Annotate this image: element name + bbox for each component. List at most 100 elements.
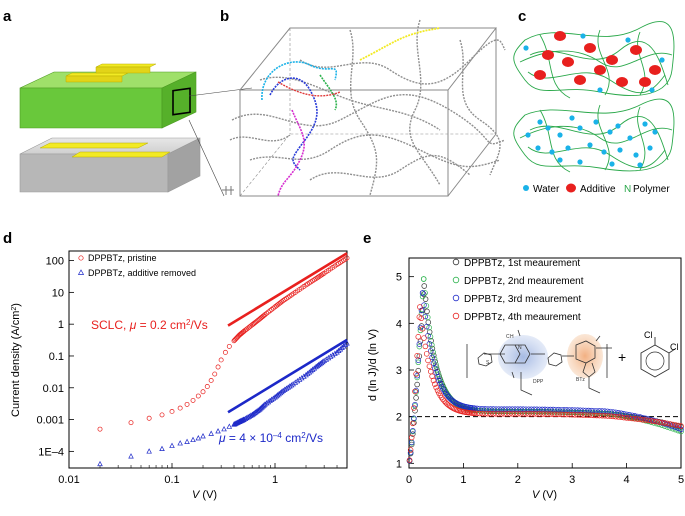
e-point-s1-15: [422, 290, 428, 296]
d-point-pristine-8: [195, 393, 201, 399]
dpp-highlight: [498, 335, 548, 379]
e-point-s3-78: [544, 411, 551, 417]
d-ytick-label-5: 10: [52, 287, 64, 299]
d-point-removed-92: [344, 340, 350, 346]
e-point-s3-1: [407, 447, 414, 453]
d-point-pristine-13: [215, 364, 221, 370]
d-xtick-label-0: 0.01: [58, 474, 79, 486]
e-point-s3-89: [574, 412, 581, 418]
e-point-s3-119: [656, 419, 662, 425]
d-point-pristine-95: [344, 255, 350, 261]
e-point-s1-19: [427, 334, 434, 340]
d-point-removed-69: [304, 370, 311, 376]
d-annotation-red: SCLC, μ = 0.2 cm2/Vs: [91, 318, 208, 333]
zoom-line-bottom: [188, 119, 225, 197]
dichlorobenzene-ring: [640, 344, 670, 378]
d-legend-marker-0: [78, 255, 84, 261]
e-point-s3-18: [428, 368, 434, 375]
e-point-s3-125: [672, 422, 679, 428]
e-legend-marker-0: [452, 258, 460, 266]
d-point-removed-83: [327, 353, 334, 359]
d-point-pristine-10: [204, 384, 210, 389]
d-point-removed-61: [288, 382, 295, 388]
e-legend-marker-3: [452, 312, 460, 320]
d-point-pristine-5: [177, 405, 183, 411]
d-point-removed-0: [97, 460, 103, 467]
e-point-s3-104: [615, 414, 622, 420]
d-point-removed-86: [334, 349, 340, 355]
d-point-removed-80: [321, 357, 327, 364]
e-point-s3-53: [476, 410, 483, 417]
d-xtick-label-2: 1: [272, 474, 278, 486]
d-ytick-label-3: 0.1: [49, 351, 64, 363]
chem-label-cl1: Cl: [644, 330, 653, 340]
d-point-pristine-16: [226, 343, 232, 349]
e-point-s3-103: [612, 413, 619, 420]
e-point-s3-87: [569, 411, 575, 418]
e-point-s1-123: [664, 424, 671, 430]
e-point-s3-120: [659, 419, 665, 426]
e-point-s3-105: [618, 414, 624, 420]
e-point-s3-109: [629, 415, 635, 422]
e-point-s3-64: [506, 411, 513, 417]
e-point-s3-116: [648, 418, 654, 424]
e-point-s2-24: [434, 374, 441, 380]
d-xlabel: V (V): [192, 489, 217, 501]
d-point-pristine-14: [218, 357, 224, 363]
d-point-pristine-82: [320, 271, 326, 277]
d-point-pristine-33: [246, 324, 252, 330]
e-point-s3-11: [418, 315, 424, 322]
e-point-s0-2: [408, 441, 415, 448]
e-point-s0-23: [433, 364, 440, 370]
e-legend-marker-1: [452, 276, 460, 284]
d-point-removed-71: [308, 367, 314, 374]
e-point-s3-110: [632, 416, 638, 422]
e-point-s3-77: [542, 411, 548, 417]
e-legend-label-1: DPPBTz, 2nd meaurement: [464, 276, 584, 287]
d-point-pristine-9: [200, 389, 206, 395]
e-point-s3-99: [602, 413, 608, 419]
e-point-s2-25: [436, 377, 442, 384]
e-point-s2-107: [621, 411, 627, 417]
e-point-s2-13: [419, 290, 426, 296]
e-point-s2-105: [615, 410, 622, 416]
e-point-s3-16: [425, 357, 431, 364]
d-ylabel: Current density (A/cm2): [10, 303, 22, 417]
e-point-s2-3: [410, 428, 416, 434]
zoom-line-top: [188, 87, 253, 97]
panel-label-c: c: [518, 8, 526, 25]
e-legend-label-2: DPPBTz, 3rd meaurement: [464, 294, 581, 305]
e-point-s3-66: [512, 411, 518, 417]
top-electrode-1-front: [65, 75, 123, 83]
chem-bonds: [466, 329, 612, 396]
d-point-removed-70: [306, 369, 313, 375]
e-point-s3-101: [607, 413, 614, 419]
e-point-s3-123: [667, 421, 673, 427]
e-point-s3-62: [501, 411, 507, 417]
e-point-s2-126: [672, 424, 679, 431]
e-point-s3-54: [479, 410, 486, 417]
e-xtick-label-1: 1: [460, 474, 466, 486]
polymer-chains-grey: [229, 19, 506, 196]
chem-label-s1: S: [486, 360, 490, 366]
d-point-removed-23: [238, 417, 245, 423]
e-point-s3-107: [623, 415, 630, 421]
d-point-removed-81: [323, 356, 330, 362]
polymer-network-top: [513, 21, 675, 99]
d-point-pristine-31: [244, 326, 250, 332]
e-point-s3-6: [413, 371, 419, 377]
chart-e-frame: [408, 257, 682, 469]
e-point-s3-55: [482, 410, 488, 417]
e-point-s3-82: [555, 411, 562, 418]
e-point-s2-108: [623, 411, 630, 418]
chem-label-c: C: [506, 334, 510, 340]
e-point-s3-61: [498, 411, 505, 417]
top-electrode-2-top: [95, 63, 157, 68]
e-point-s3-102: [610, 413, 616, 420]
inset-chemical-structure: C H N S DPP BTz + Cl Cl: [466, 329, 679, 396]
e-point-s0-5: [412, 407, 418, 414]
d-point-removed-65: [296, 376, 303, 382]
d-point-removed-33: [250, 410, 257, 417]
